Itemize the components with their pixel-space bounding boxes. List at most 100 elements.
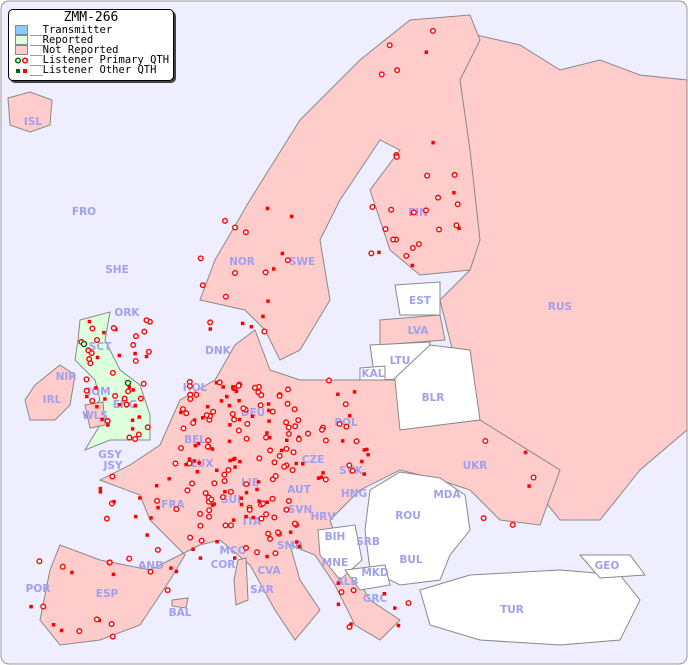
listener-primary-marker (141, 328, 148, 335)
country-label-grc: GRC (363, 593, 388, 605)
country-label-isl: ISL (24, 116, 42, 128)
listener-primary-marker (197, 510, 204, 517)
listener-primary-marker (197, 522, 204, 529)
listener-other-marker (200, 416, 205, 420)
country-label-bal: BAL (169, 607, 192, 619)
legend-item-not-reported: __Not Reported (9, 45, 173, 55)
listener-other-marker (261, 314, 265, 319)
listener-primary-marker (154, 546, 161, 553)
listener-primary-marker (109, 369, 116, 376)
listener-primary-marker (231, 416, 238, 423)
listener-primary-marker (267, 535, 274, 542)
country-lva (379, 314, 446, 346)
country-label-kal: KAL (362, 368, 385, 380)
listener-other-marker (111, 572, 116, 577)
listener-other-marker (319, 475, 324, 479)
country-label-cor: COR (211, 559, 236, 571)
listener-primary-marker (325, 377, 332, 384)
listener-other-marker (95, 404, 99, 409)
listener-primary-marker (104, 417, 111, 424)
listener-other-marker (191, 547, 195, 552)
listener-primary-marker (235, 382, 242, 389)
listener-primary-marker (322, 476, 329, 483)
listener-primary-marker (132, 357, 139, 364)
listener-primary-marker (285, 386, 292, 393)
listener-other-marker (294, 461, 299, 466)
reported-swatch (15, 35, 28, 45)
listener-primary-marker (199, 282, 206, 289)
country-label-gsy: GSY (98, 449, 122, 461)
listener-primary-marker (203, 412, 210, 419)
listener-primary-marker (346, 462, 353, 469)
listener-primary-marker (263, 511, 270, 518)
listener-primary-marker (180, 425, 187, 432)
country-label-sui: SUI (221, 494, 241, 506)
listener-primary-marker (186, 460, 193, 467)
listener-other-marker (267, 419, 271, 423)
country-label-geo: GEO (595, 560, 620, 572)
country-rou-bul-mda (364, 471, 471, 586)
listener-primary-marker (207, 319, 214, 326)
listener-primary-marker (89, 325, 96, 332)
listener-other-marker (265, 500, 269, 504)
listener-other-marker (244, 490, 249, 495)
listener-other-marker (348, 414, 352, 418)
country-label-rou: ROU (395, 510, 421, 522)
listener-primary-marker (36, 558, 43, 565)
country-label-est: EST (409, 295, 432, 307)
legend-label: __Transmitter (30, 24, 113, 36)
listener-other-marker (149, 516, 153, 520)
country-label-ltu: LTU (390, 355, 411, 367)
listener-other-marker (133, 514, 138, 519)
listener-other-marker (237, 417, 242, 422)
listener-other-marker (288, 530, 293, 534)
listener-other-marker (103, 397, 107, 401)
country-label-nor: NOR (229, 256, 255, 268)
listener-primary-marker (263, 434, 270, 441)
listener-primary-marker (353, 438, 360, 445)
country-continental (39, 329, 561, 646)
listener-primary-marker (164, 587, 171, 594)
listener-primary-marker (378, 71, 385, 78)
listener-primary-marker (410, 209, 417, 216)
country-nor-swe-fin (199, 14, 481, 361)
listener-other-marker (256, 480, 261, 484)
country-label-she: SHE (105, 264, 129, 276)
legend-item-other-qth: __Listener Other QTH (9, 65, 173, 75)
listener-other-marker (214, 380, 219, 385)
listener-primary-marker (386, 42, 393, 49)
listener-other-marker (215, 539, 219, 544)
listener-primary-marker (415, 241, 422, 248)
listener-primary-marker (284, 257, 291, 264)
country-label-esp: ESP (96, 588, 119, 600)
listener-other-marker (144, 354, 149, 359)
listener-primary-marker (390, 236, 397, 243)
listener-other-marker (102, 330, 106, 335)
listener-other-marker (95, 355, 100, 360)
listener-primary-marker (271, 459, 278, 466)
country-label-por: POR (26, 583, 51, 595)
listener-other-marker (219, 399, 224, 403)
listener-primary-marker (243, 544, 250, 551)
listener-other-marker (197, 461, 201, 465)
listener-other-marker (227, 403, 232, 408)
listener-primary-marker (338, 589, 345, 596)
listener-primary-marker (271, 514, 278, 521)
listener-primary-marker (257, 402, 264, 409)
listener-primary-marker (173, 506, 180, 513)
listener-other-marker (98, 486, 103, 491)
listener-primary-marker (221, 477, 228, 484)
listener-primary-marker (295, 436, 302, 443)
listener-other-marker (70, 570, 74, 575)
listener-primary-marker (260, 500, 267, 507)
listener-other-marker (127, 385, 132, 389)
listener-primary-marker (349, 467, 356, 474)
listener-primary-marker (206, 507, 213, 514)
listener-other-marker (232, 556, 237, 560)
country-cor-sar (233, 557, 249, 606)
listener-primary-marker (251, 384, 258, 391)
listener-primary-marker (135, 431, 142, 438)
listener-other-marker (257, 499, 261, 503)
listener-other-marker (294, 540, 299, 544)
